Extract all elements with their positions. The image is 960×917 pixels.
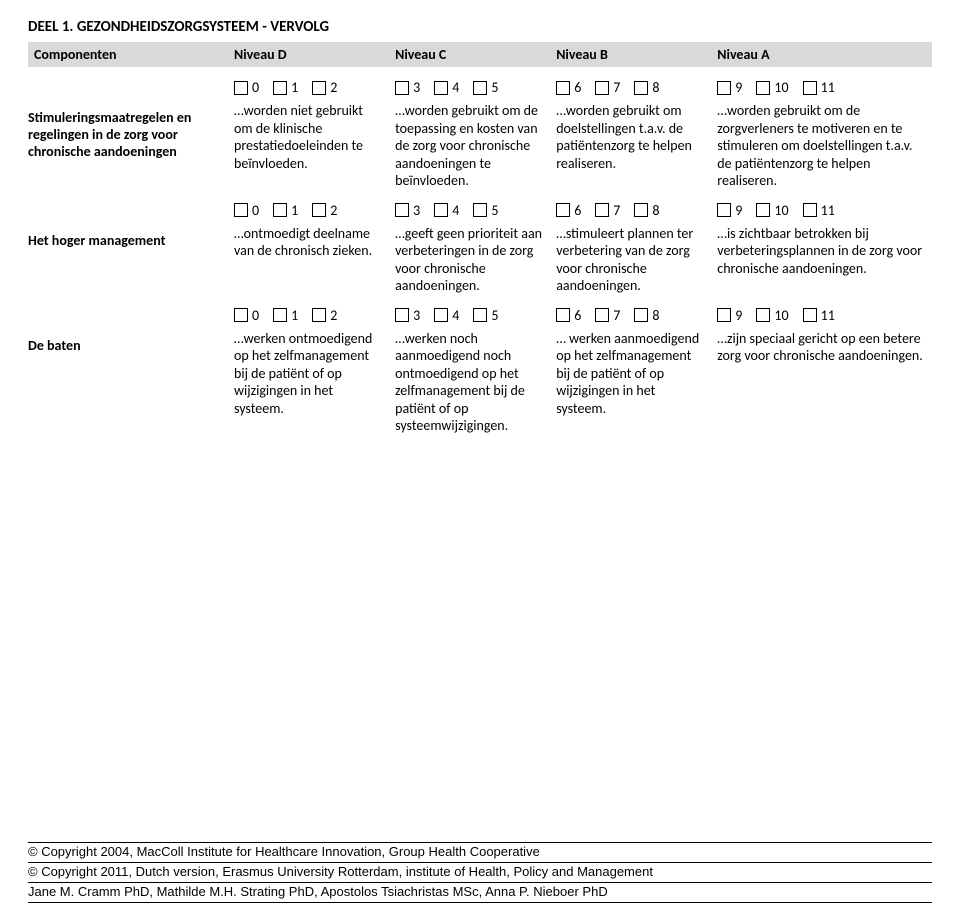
cell-desc: …worden gebruikt om de zorgverleners te …	[717, 102, 926, 190]
checkbox-3[interactable]: 3	[395, 202, 420, 219]
checkbox-4[interactable]: 4	[434, 202, 459, 219]
header-components: Componenten	[28, 42, 228, 67]
checkbox-0[interactable]: 0	[234, 202, 259, 219]
checkbox-7[interactable]: 7	[595, 202, 620, 219]
checkbox-6[interactable]: 6	[556, 202, 581, 219]
checkbox-2[interactable]: 2	[312, 79, 337, 96]
table-row: Stimuleringsmaatregelen en regelingen in…	[28, 77, 932, 190]
checkbox-0[interactable]: 0	[234, 307, 259, 324]
checkbox-5[interactable]: 5	[473, 307, 498, 324]
checkbox-2[interactable]: 2	[312, 307, 337, 324]
checkbox-1[interactable]: 1	[273, 79, 298, 96]
checkbox-9[interactable]: 9	[717, 307, 742, 324]
table-row: Het hoger management 0 1 2 …ontmoedigt d…	[28, 200, 932, 295]
checkbox-8[interactable]: 8	[634, 79, 659, 96]
checkbox-3[interactable]: 3	[395, 79, 420, 96]
header-niveau-a: Niveau A	[711, 42, 932, 67]
checkbox-10[interactable]: 10	[756, 307, 788, 324]
checkbox-6[interactable]: 6	[556, 79, 581, 96]
checkbox-8[interactable]: 8	[634, 307, 659, 324]
table-header: Componenten Niveau D Niveau C Niveau B N…	[28, 42, 932, 67]
checkbox-5[interactable]: 5	[473, 202, 498, 219]
checkbox-6[interactable]: 6	[556, 307, 581, 324]
checkbox-8[interactable]: 8	[634, 202, 659, 219]
row-label: Stimuleringsmaatregelen en regelingen in…	[28, 77, 228, 190]
cell-desc: …worden gebruikt om doelstellingen t.a.v…	[556, 102, 705, 172]
checkbox-7[interactable]: 7	[595, 307, 620, 324]
checkbox-11[interactable]: 11	[803, 202, 835, 219]
checkbox-11[interactable]: 11	[803, 307, 835, 324]
cell-desc: …werken noch aanmoedigend noch ontmoedig…	[395, 330, 544, 435]
checkbox-9[interactable]: 9	[717, 202, 742, 219]
footer-line: Jane M. Cramm PhD, Mathilde M.H. Stratin…	[28, 883, 932, 903]
checkbox-10[interactable]: 10	[756, 79, 788, 96]
table-row: De baten 0 1 2 …werken ontmoedigend op h…	[28, 305, 932, 435]
footer-line: © Copyright 2004, MacColl Institute for …	[28, 842, 932, 863]
cell-desc: …is zichtbaar betrokken bij verbeterings…	[717, 225, 926, 278]
cell-desc: …worden gebruikt om de toepassing en kos…	[395, 102, 544, 190]
checkbox-1[interactable]: 1	[273, 202, 298, 219]
checkbox-1[interactable]: 1	[273, 307, 298, 324]
checkbox-5[interactable]: 5	[473, 79, 498, 96]
cell-desc: …stimuleert plannen ter verbetering van …	[556, 225, 705, 295]
row-label: Het hoger management	[28, 200, 228, 295]
cell-desc: …werken ontmoedigend op het zelfmanageme…	[234, 330, 383, 418]
checkbox-3[interactable]: 3	[395, 307, 420, 324]
checkbox-10[interactable]: 10	[756, 202, 788, 219]
checkbox-4[interactable]: 4	[434, 79, 459, 96]
cell-desc: …zijn speciaal gericht op een betere zor…	[717, 330, 926, 365]
header-niveau-b: Niveau B	[550, 42, 711, 67]
checkbox-9[interactable]: 9	[717, 79, 742, 96]
checkbox-0[interactable]: 0	[234, 79, 259, 96]
checkbox-7[interactable]: 7	[595, 79, 620, 96]
footer: © Copyright 2004, MacColl Institute for …	[28, 842, 932, 903]
cell-desc: …worden niet gebruikt om de klinische pr…	[234, 102, 383, 172]
checkbox-4[interactable]: 4	[434, 307, 459, 324]
cell-desc: … werken aanmoedigend op het zelfmanagem…	[556, 330, 705, 418]
cell-desc: …geeft geen prioriteit aan verbeteringen…	[395, 225, 544, 295]
footer-line: © Copyright 2011, Dutch version, Erasmus…	[28, 863, 932, 883]
page-title: DEEL 1. GEZONDHEIDSZORGSYSTEEM - VERVOLG	[28, 18, 932, 36]
row-label: De baten	[28, 305, 228, 435]
header-niveau-c: Niveau C	[389, 42, 550, 67]
header-niveau-d: Niveau D	[228, 42, 389, 67]
checkbox-2[interactable]: 2	[312, 202, 337, 219]
checkbox-11[interactable]: 11	[803, 79, 835, 96]
cell-desc: …ontmoedigt deelname van de chronisch zi…	[234, 225, 383, 260]
